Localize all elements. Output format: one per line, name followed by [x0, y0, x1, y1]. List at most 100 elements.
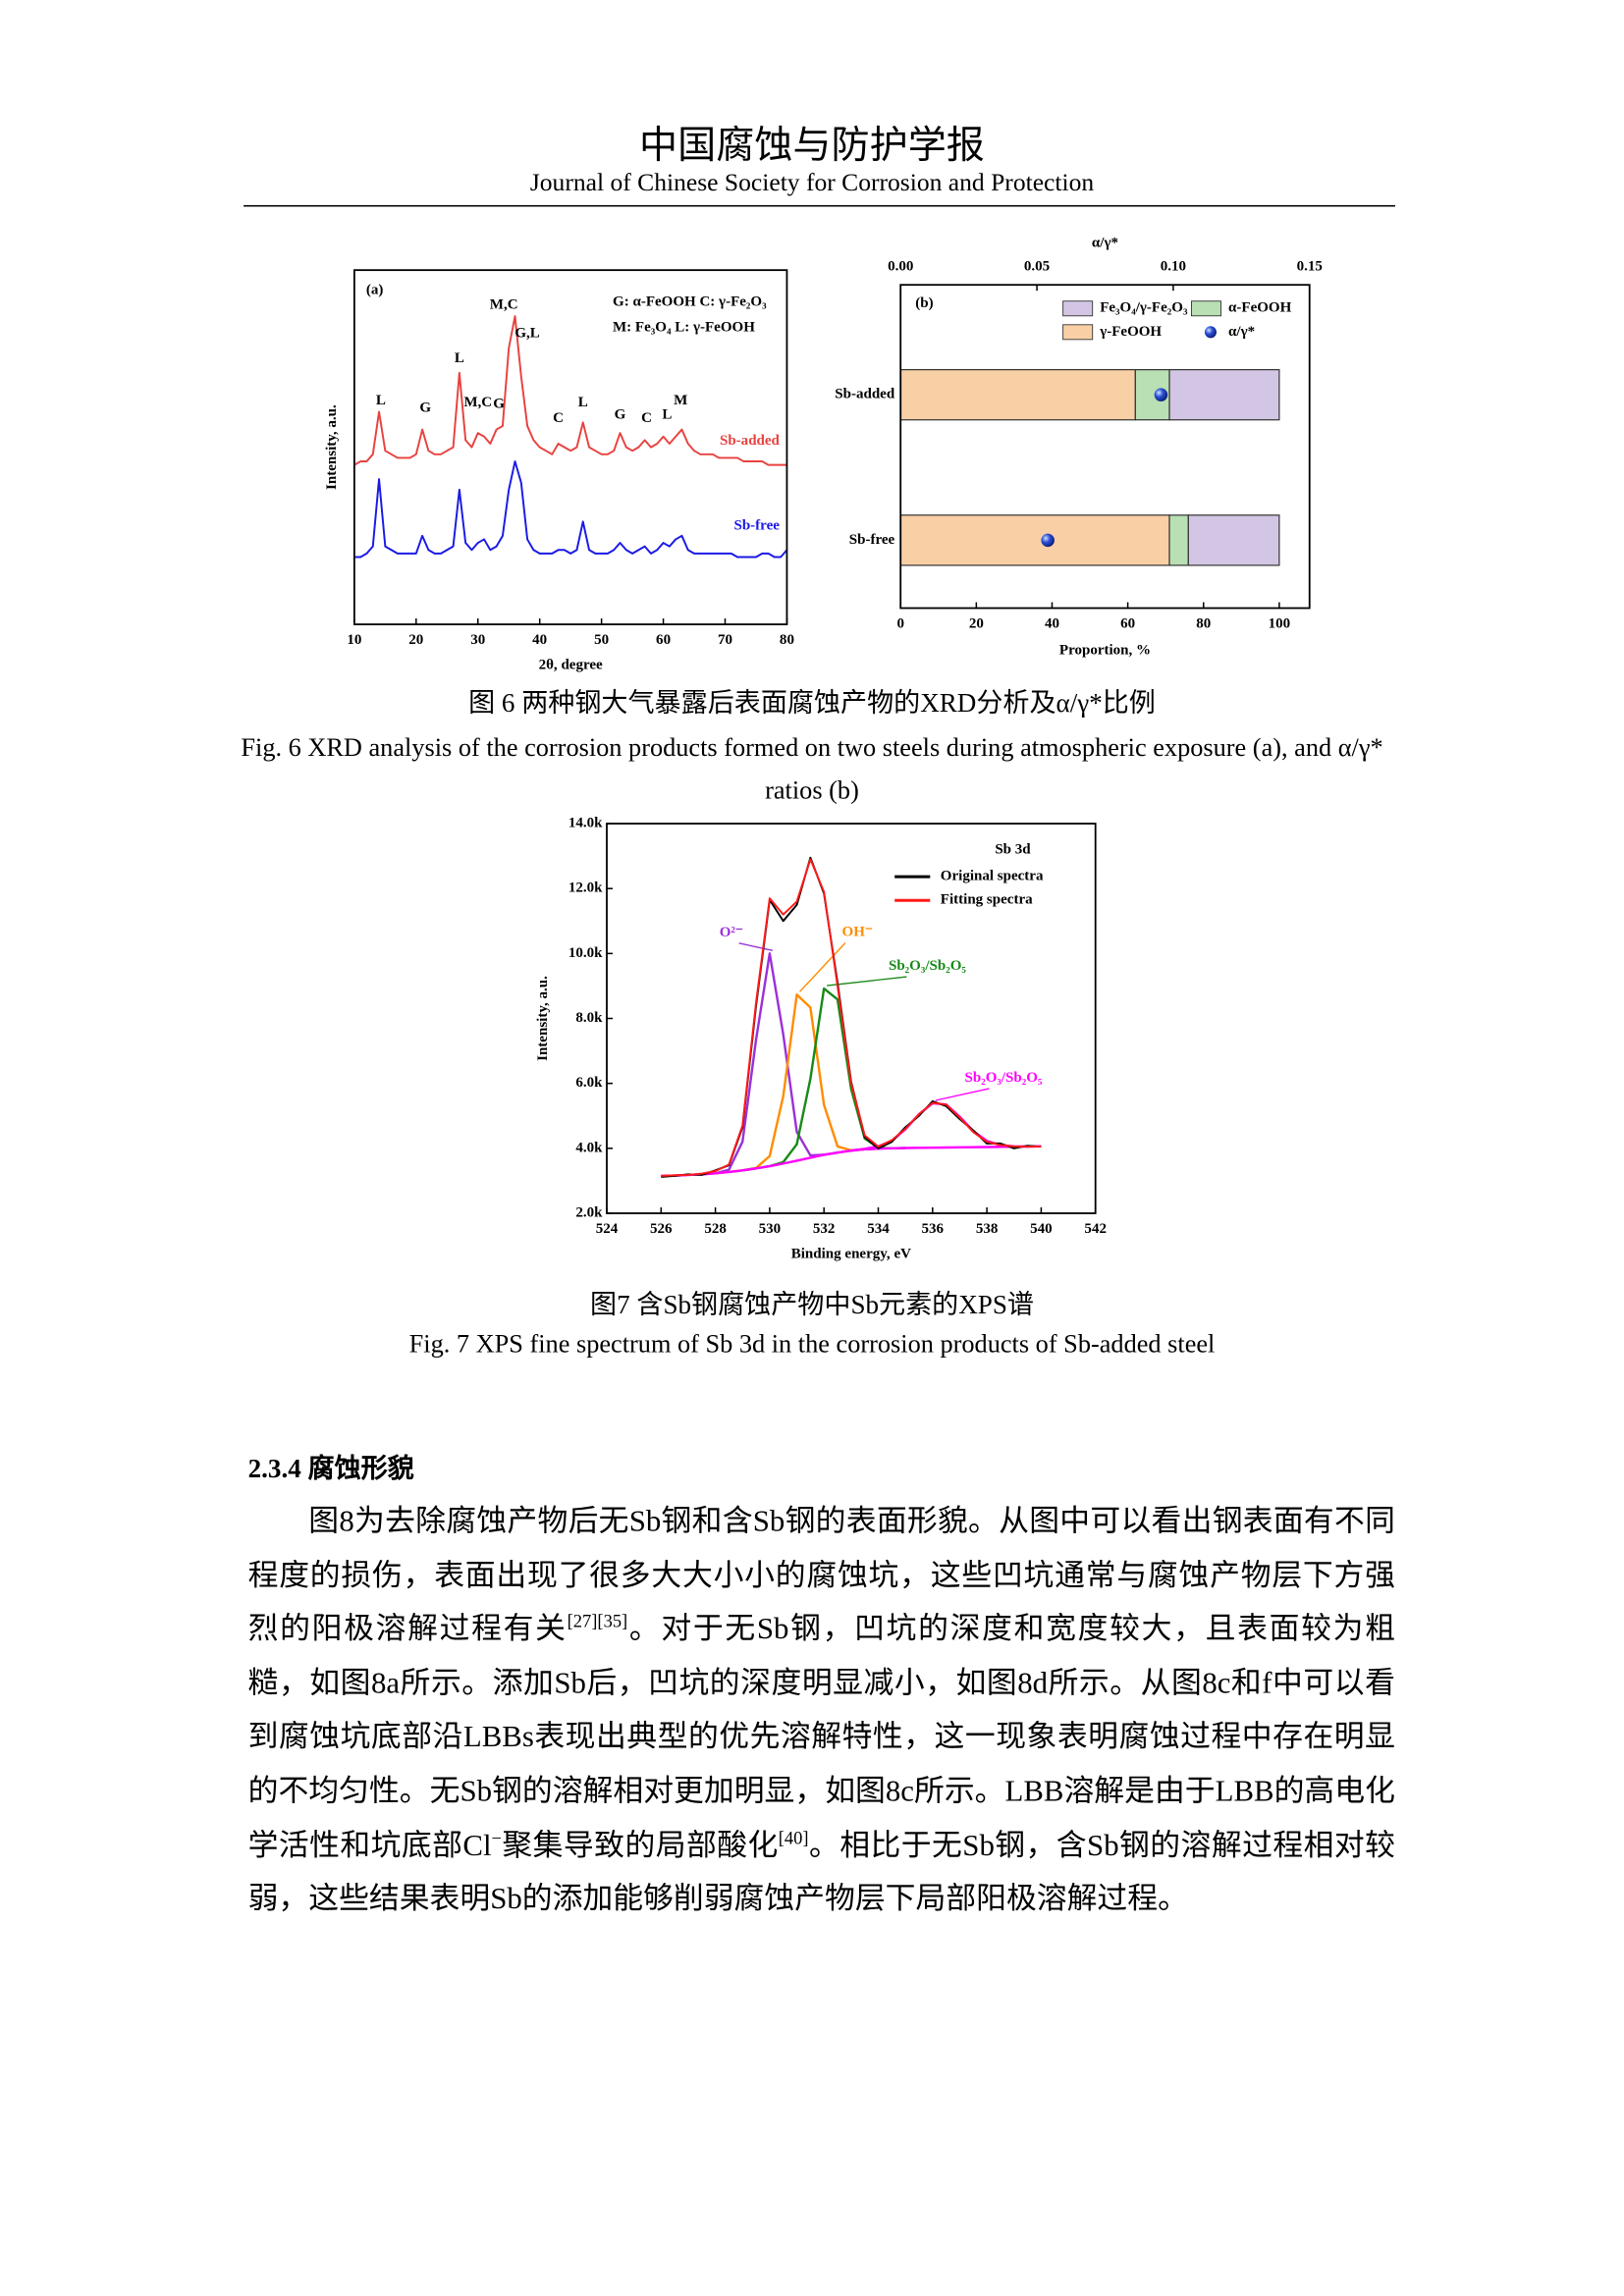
x-tick-label: 50 [594, 632, 609, 648]
series-label: Sb-free [733, 518, 780, 534]
component-label: Sb₂O₃/Sb₂O₅ [889, 958, 966, 974]
x-axis-label: Binding energy, eV [791, 1247, 911, 1262]
peak-label: G [493, 397, 505, 412]
x-tick-label: 40 [532, 632, 547, 648]
bar-segment [899, 369, 1136, 421]
bar-segment [899, 514, 1170, 566]
peak-label: G [419, 400, 431, 415]
category-label: Sb-added [835, 387, 895, 402]
legend-label: Fitting spectra [941, 892, 1033, 908]
x-tick-label: 536 [922, 1221, 945, 1237]
component-line [661, 1145, 1042, 1178]
plot-frame [899, 284, 1311, 610]
journal-title-cn: 中国腐蚀与防护学报 [639, 124, 985, 167]
x-tick-label: 100 [1269, 615, 1291, 631]
x-tick-label: 528 [704, 1221, 727, 1237]
x-tick-label: 534 [867, 1221, 890, 1237]
component-line [742, 987, 906, 1172]
bar-segment [1168, 514, 1189, 566]
y-tick-label: 6.0k [575, 1075, 603, 1091]
text: 。相比于无Sb钢，含Sb钢的溶解过程相对较弱，这些结果表明Sb的添加能够削弱腐蚀… [247, 1829, 1395, 1916]
y-tick-label: 12.0k [568, 881, 603, 896]
category-label: Sb-free [849, 532, 895, 548]
component-line [850, 1101, 1042, 1152]
x-tick-label: 524 [596, 1221, 619, 1237]
panel-label: (b) [915, 295, 933, 311]
y-axis-label: Intensity, a.u. [324, 404, 340, 490]
header-rule [244, 205, 1395, 207]
figure-caption-en: Fig. 7 XPS fine spectrum of Sb 3d in the… [408, 1328, 1216, 1359]
arrow [935, 1088, 990, 1101]
y-tick-label: 14.0k [568, 815, 603, 830]
phase-key: G: α-FeOOH C: γ-Fe₂O₃ [613, 294, 767, 310]
legend-label: γ-FeOOH [1099, 324, 1162, 340]
peak-label: G,L [514, 326, 539, 342]
x2-tick-label: 0.05 [1024, 259, 1050, 275]
y-tick-label: 10.0k [568, 945, 603, 961]
y-tick-label: 8.0k [575, 1010, 603, 1026]
ratio-chart: Sb-added Sb-free 0 20 40 60 80 100 0.00 0.05 0.10 0… [835, 236, 1323, 659]
text: 聚集导致的局部酸化 [501, 1829, 779, 1862]
legend-title: Sb 3d [995, 842, 1031, 858]
x-axis-label: 2θ, degree [539, 658, 603, 673]
bar-segment [1187, 514, 1280, 566]
ratio-point [1041, 533, 1055, 548]
component-label: Sb₂O₃/Sb₂O₅ [964, 1070, 1042, 1086]
text: 图8为去除腐蚀产物后无Sb钢和含Sb钢的表面形貌。从图中可以看出钢表面有不同程度… [247, 1505, 1395, 1646]
legend-swatch [1204, 326, 1217, 339]
journal-title-en: Journal of Chinese Society for Corrosion… [529, 168, 1095, 196]
arrow [799, 942, 846, 992]
x-tick-label: 30 [470, 632, 485, 648]
x-tick-label: 20 [408, 632, 423, 648]
legend-label: Original spectra [941, 869, 1044, 884]
x-tick-label: 80 [780, 632, 794, 648]
series-line [353, 460, 788, 559]
peak-label: C [553, 410, 564, 426]
peak-label: L [662, 407, 672, 423]
bar-segment [1168, 369, 1280, 421]
legend-label: α-FeOOH [1228, 300, 1292, 316]
component-line [661, 952, 879, 1178]
x-tick-label: 540 [1030, 1221, 1053, 1237]
xrd-chart: 10 20 30 40 50 60 70 80 2θ, degree Intensity, a.u… [324, 269, 794, 673]
plot-frame [352, 269, 788, 625]
series-line [353, 315, 787, 466]
x2-tick-label: 0.10 [1161, 259, 1186, 275]
x-tick-label: 80 [1196, 615, 1211, 631]
x-tick-label: 0 [896, 615, 904, 631]
x-tick-label: 542 [1084, 1221, 1107, 1237]
peak-label: M,C [490, 297, 518, 313]
xps-chart: O²⁻ OH⁻ Sb₂O₃/Sb₂O₅ Sb₂O₃/Sb₂O₅ 524 526 528 530… [535, 815, 1107, 1262]
citation: [40] [778, 1827, 809, 1848]
peak-label: M [674, 393, 687, 408]
citation: [27][35] [567, 1611, 628, 1632]
peak-label: L [578, 395, 588, 410]
y-axis-label: Intensity, a.u. [535, 976, 551, 1061]
x-tick-label: 20 [969, 615, 984, 631]
y-tick-label: 2.0k [575, 1204, 603, 1220]
peak-label: M,C [463, 395, 492, 410]
legend-swatch [1190, 300, 1221, 317]
y-tick-label: 4.0k [575, 1140, 603, 1155]
legend-swatch [1062, 300, 1094, 317]
x2-axis-label: α/γ* [1092, 236, 1118, 251]
x-tick-label: 60 [1120, 615, 1135, 631]
ratio-point [1154, 388, 1168, 401]
peak-label: G [615, 407, 626, 423]
text: 。对于无Sb钢，凹坑的深度和宽度较大，且表面较为粗糙，如图8a所示。添加Sb后，… [247, 1613, 1395, 1862]
component-label: OH⁻ [842, 925, 873, 940]
legend-label: Fe₃O₄/γ-Fe₂O₃ [1100, 300, 1188, 316]
legend-label: α/γ* [1228, 324, 1255, 340]
arrow [738, 942, 774, 952]
x-tick-label: 532 [813, 1221, 836, 1237]
x-tick-label: 538 [976, 1221, 999, 1237]
superscript: − [491, 1827, 502, 1848]
x2-tick-label: 0.00 [888, 259, 913, 275]
figure-caption-en: Fig. 6 XRD analysis of the corrosion pro… [241, 731, 1383, 805]
x-tick-label: 10 [347, 632, 361, 648]
x-tick-label: 526 [650, 1221, 673, 1237]
figure-caption-cn: 图7 含Sb钢腐蚀产物中Sb元素的XPS谱 [590, 1290, 1034, 1320]
x-tick-label: 70 [718, 632, 732, 648]
component-label: O²⁻ [720, 925, 743, 940]
